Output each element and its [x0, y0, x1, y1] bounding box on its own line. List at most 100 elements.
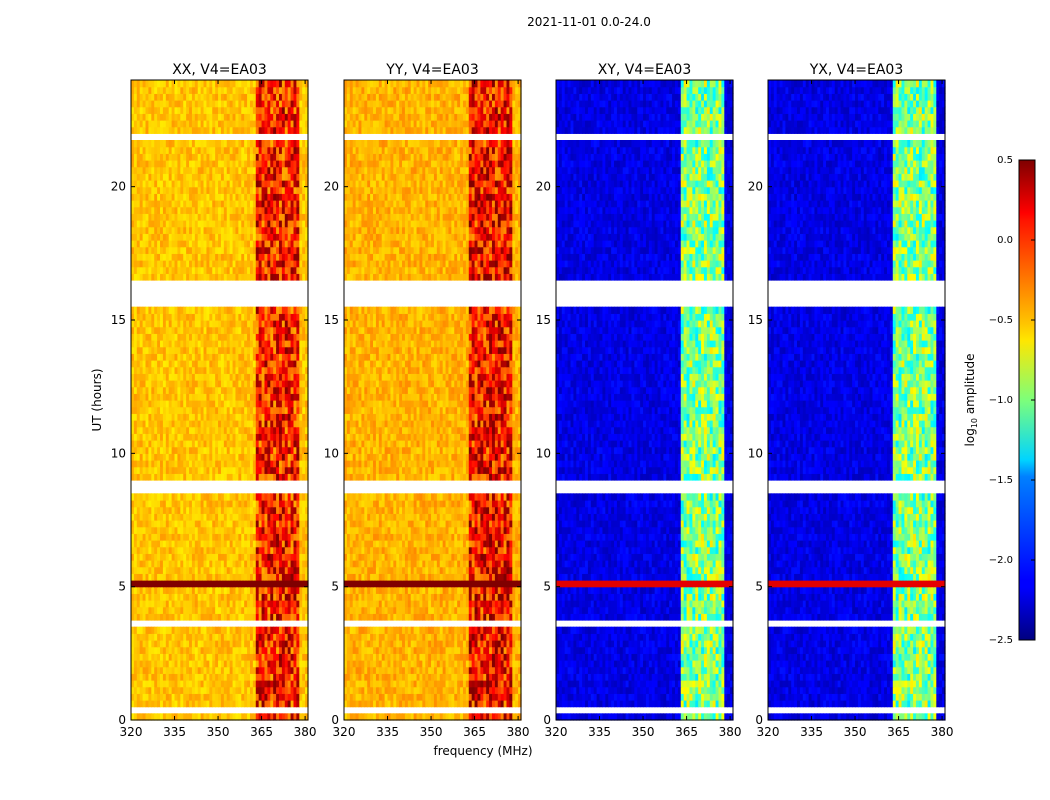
heatmap-cell — [186, 653, 190, 661]
heatmap-cell — [273, 613, 277, 621]
heatmap-cell — [244, 660, 248, 668]
heatmap-cell — [194, 626, 199, 634]
heatmap-cell — [145, 566, 150, 574]
heatmap-cell — [200, 653, 205, 661]
heatmap-cell — [168, 666, 173, 674]
heatmap-cell — [162, 600, 167, 608]
heatmap-cell — [264, 606, 268, 614]
heatmap-cell — [200, 593, 205, 601]
heatmap-cell — [194, 686, 199, 694]
heatmap-cell — [183, 626, 187, 634]
heatmap-cell — [278, 640, 283, 648]
heatmap-cell — [302, 693, 306, 701]
heatmap-cell — [255, 646, 260, 654]
heatmap-cell — [247, 693, 251, 701]
heatmap-cell — [191, 566, 196, 574]
heatmap-cell — [200, 646, 205, 654]
heatmap-cell — [302, 673, 306, 681]
heatmap-cell — [261, 646, 266, 654]
heatmap-cell — [145, 633, 150, 641]
heatmap-cell — [249, 700, 254, 708]
heatmap-cell — [209, 673, 213, 681]
heatmap-cell — [270, 580, 274, 588]
heatmap-cell — [281, 593, 286, 601]
heatmap-cell — [255, 700, 260, 708]
heatmap-cell — [258, 593, 263, 601]
heatmap-cell — [302, 640, 306, 648]
heatmap-cell — [206, 713, 210, 721]
heatmap-cell — [223, 660, 228, 668]
heatmap-cell — [145, 573, 150, 581]
heatmap-cell — [194, 673, 199, 681]
heatmap-cell — [305, 693, 309, 701]
heatmap-cell — [220, 660, 225, 668]
heatmap-cell — [162, 680, 167, 688]
heatmap-cell — [235, 613, 239, 621]
heatmap-cell — [180, 613, 184, 621]
heatmap-cell — [171, 680, 176, 688]
heatmap-cell — [220, 700, 225, 708]
heatmap-cell — [287, 613, 292, 621]
heatmap-cell — [157, 640, 161, 648]
heatmap-cell — [267, 606, 271, 614]
heatmap-cell — [276, 673, 280, 681]
heatmap-cell — [287, 680, 292, 688]
heatmap-cell — [287, 666, 292, 674]
heatmap-cell — [223, 613, 228, 621]
heatmap-cell — [180, 660, 184, 668]
heatmap-cell — [194, 586, 199, 594]
heatmap-cell — [189, 573, 193, 581]
heatmap-cell — [252, 673, 257, 681]
heatmap-cell — [270, 626, 274, 634]
heatmap-cell — [160, 606, 164, 614]
heatmap-cell — [284, 646, 289, 654]
heatmap-cell — [189, 633, 193, 641]
heatmap-cell — [220, 646, 225, 654]
heatmap-cell — [252, 660, 257, 668]
heatmap-cell — [235, 626, 239, 634]
heatmap-cell — [241, 673, 245, 681]
heatmap-cell — [194, 660, 199, 668]
heatmap-cell — [252, 713, 257, 721]
heatmap-cell — [142, 566, 147, 574]
heatmap-cell — [171, 593, 176, 601]
heatmap-cell — [200, 566, 205, 574]
heatmap-cell — [194, 613, 199, 621]
heatmap-cell — [296, 666, 300, 674]
heatmap-cell — [183, 566, 187, 574]
heatmap-cell — [189, 626, 193, 634]
heatmap-cell — [139, 686, 144, 694]
heatmap-cell — [139, 606, 144, 614]
heatmap-cell — [244, 686, 248, 694]
heatmap-cell — [139, 613, 144, 621]
heatmap-cell — [180, 580, 184, 588]
heatmap-cell — [154, 600, 158, 608]
heatmap-cell — [261, 573, 266, 581]
heatmap-cell — [244, 606, 248, 614]
heatmap-cell — [296, 713, 300, 721]
heatmap-cell — [133, 660, 138, 668]
heatmap-cell — [293, 686, 297, 694]
heatmap-cell — [191, 693, 196, 701]
heatmap-cell — [296, 686, 300, 694]
heatmap-cell — [290, 680, 295, 688]
heatmap-cell — [131, 600, 135, 608]
heatmap-cell — [131, 566, 135, 574]
heatmap-cell — [278, 693, 283, 701]
heatmap-cell — [238, 660, 242, 668]
heatmap-cell — [255, 640, 260, 648]
heatmap-cell — [139, 600, 144, 608]
heatmap-cell — [223, 640, 228, 648]
heatmap-cell — [229, 600, 234, 608]
heatmap-cell — [197, 593, 202, 601]
heatmap-cell — [223, 666, 228, 674]
heatmap-cell — [276, 693, 280, 701]
heatmap-cell — [183, 640, 187, 648]
heatmap-cell — [226, 586, 231, 594]
heatmap-cell — [220, 566, 225, 574]
heatmap-cell — [160, 593, 164, 601]
heatmap-cell — [174, 573, 179, 581]
heatmap-cell — [284, 613, 289, 621]
heatmap-cell — [171, 626, 176, 634]
heatmap-cell — [151, 613, 155, 621]
